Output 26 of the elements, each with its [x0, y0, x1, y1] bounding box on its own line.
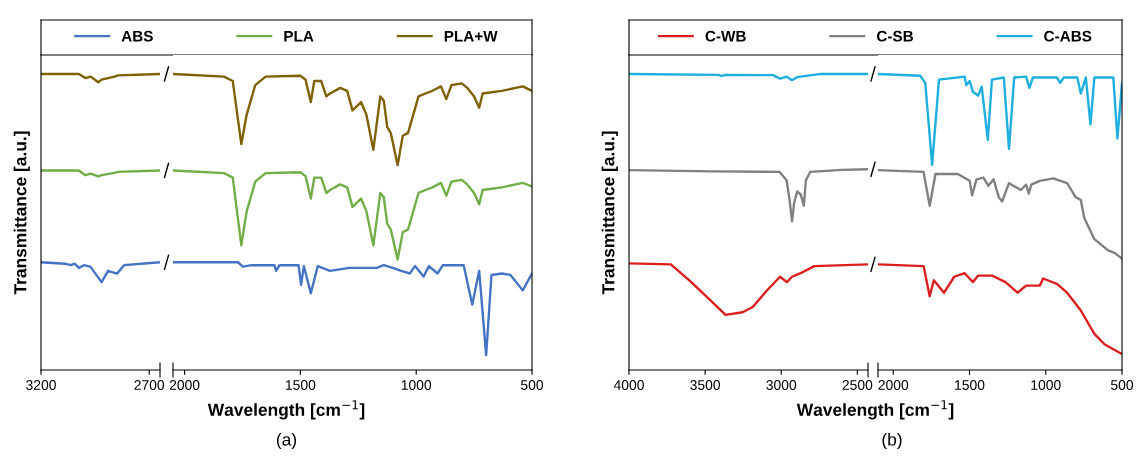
x-tick-label: 1000: [401, 380, 432, 390]
legend-label: C-SB: [876, 30, 913, 42]
x-tick-label: 3200: [26, 380, 56, 390]
x-tick-label: 2500: [842, 380, 873, 390]
x-tick-label: 1500: [286, 380, 316, 390]
x-tick-label: 4000: [613, 380, 644, 390]
x-tick-label: 3000: [766, 380, 797, 390]
text: (a): [276, 432, 297, 450]
x-axis-title: Wavelength [cm$^{−1}$]: [207, 400, 365, 420]
x-tick-label: 500: [1110, 380, 1134, 390]
x-axis-title: Wavelength [cm$^{−1}$]: [796, 400, 954, 420]
legend-label: PLA: [284, 30, 314, 42]
x-tick-label: 1500: [955, 380, 985, 390]
x-tick-label: 2700: [134, 380, 165, 390]
x-tick-label: 500: [520, 380, 544, 390]
x-tick-label: 2000: [169, 380, 200, 390]
y-axis-title: Transmittance [a.u.]: [13, 131, 30, 295]
legend-label: C-ABS: [1044, 30, 1092, 42]
legend-label: PLA+W: [444, 30, 498, 42]
x-tick-label: 2000: [878, 380, 909, 390]
y-axis-title: Transmittance [a.u.]: [601, 131, 618, 295]
legend-label: ABS: [121, 30, 153, 42]
legend-label: C-WB: [705, 30, 746, 42]
x-tick-label: 1000: [1031, 380, 1061, 390]
text: (b): [882, 432, 902, 450]
x-tick-label: 3500: [690, 380, 721, 390]
